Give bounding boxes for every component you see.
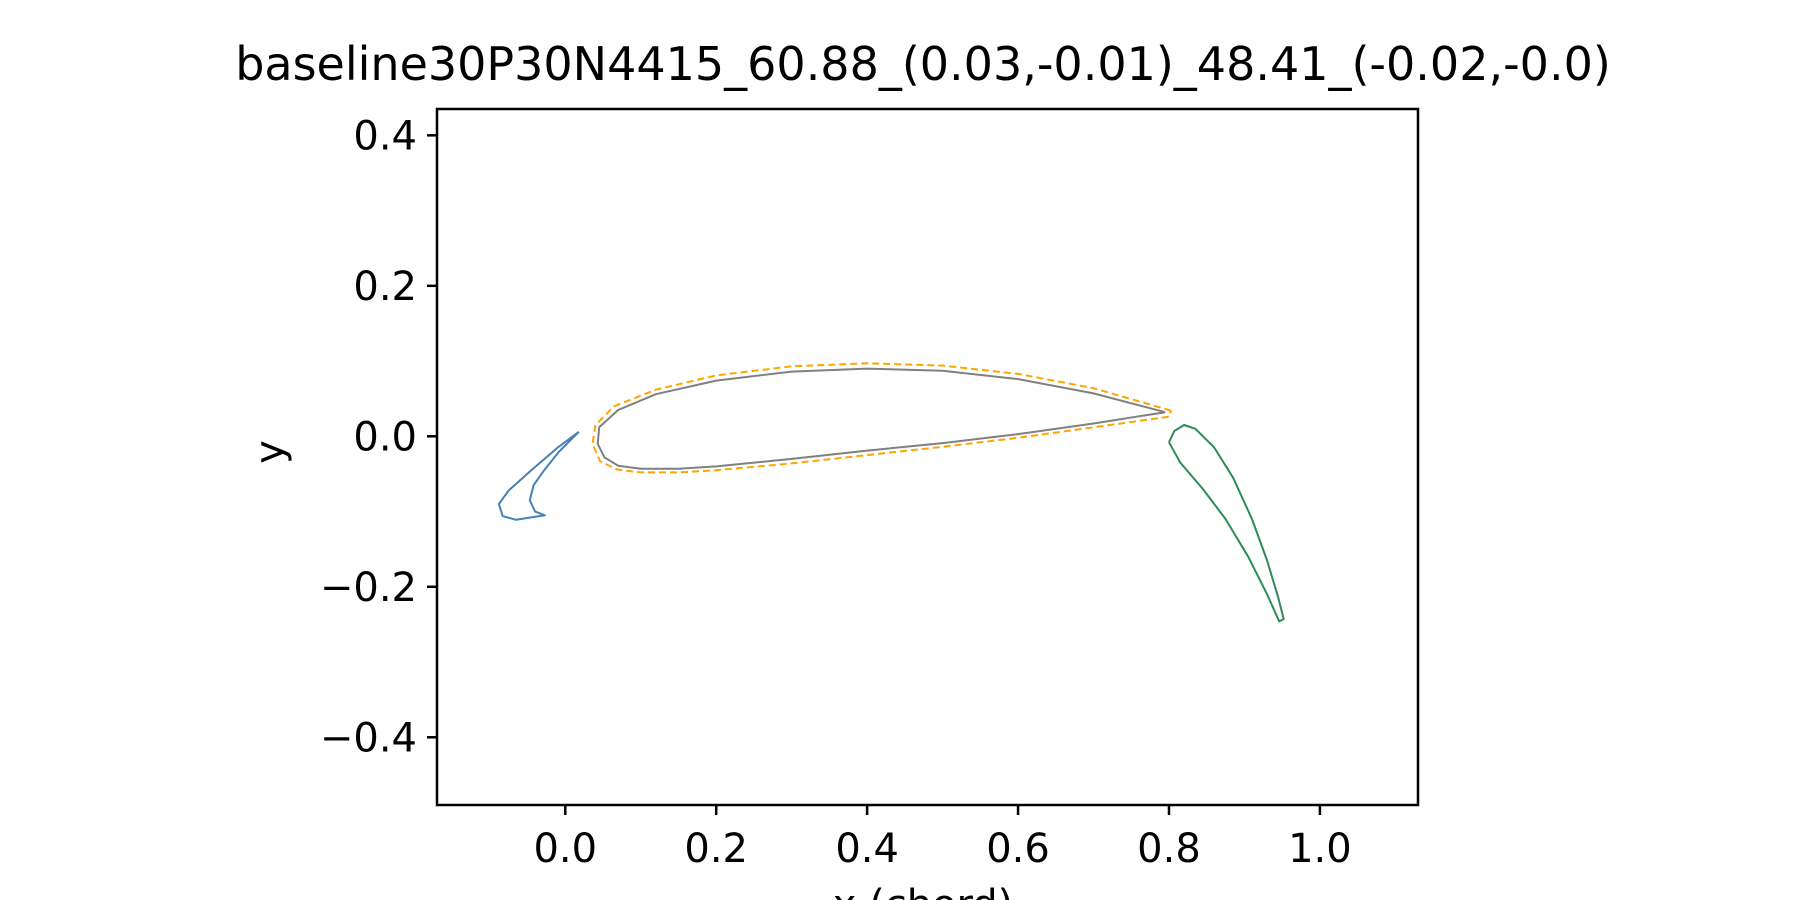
plot-frame xyxy=(435,107,1420,807)
series-line-1 xyxy=(497,430,580,521)
series-line-4 xyxy=(1168,424,1285,623)
x-tick-label: 1.0 xyxy=(1288,826,1352,872)
y-tick-label: 0.2 xyxy=(353,264,417,310)
y-axis: 0.4 0.2 0.0 −0.2 −0.4 xyxy=(320,113,437,761)
y-tick-label: 0.4 xyxy=(353,113,417,159)
series-line-2 xyxy=(596,367,1166,470)
series-line-3 xyxy=(591,362,1173,474)
x-tick-label: 0.2 xyxy=(684,826,748,872)
y-tick-label: −0.4 xyxy=(320,715,417,761)
y-tick-label: 0.0 xyxy=(353,414,417,460)
x-axis-label: x (chord) xyxy=(833,882,1014,900)
y-axis-label: y xyxy=(247,440,293,464)
x-tick-label: 0.4 xyxy=(835,826,899,872)
x-tick-label: 0.8 xyxy=(1137,826,1201,872)
x-axis: 0.0 0.2 0.4 0.6 0.8 1.0 xyxy=(533,805,1352,872)
y-tick-label: −0.2 xyxy=(320,565,417,611)
x-tick-label: 0.6 xyxy=(986,826,1050,872)
series-layer xyxy=(497,362,1285,623)
x-tick-label: 0.0 xyxy=(533,826,597,872)
chart-title: baseline30P30N4415_60.88_(0.03,-0.01)_48… xyxy=(235,37,1611,91)
